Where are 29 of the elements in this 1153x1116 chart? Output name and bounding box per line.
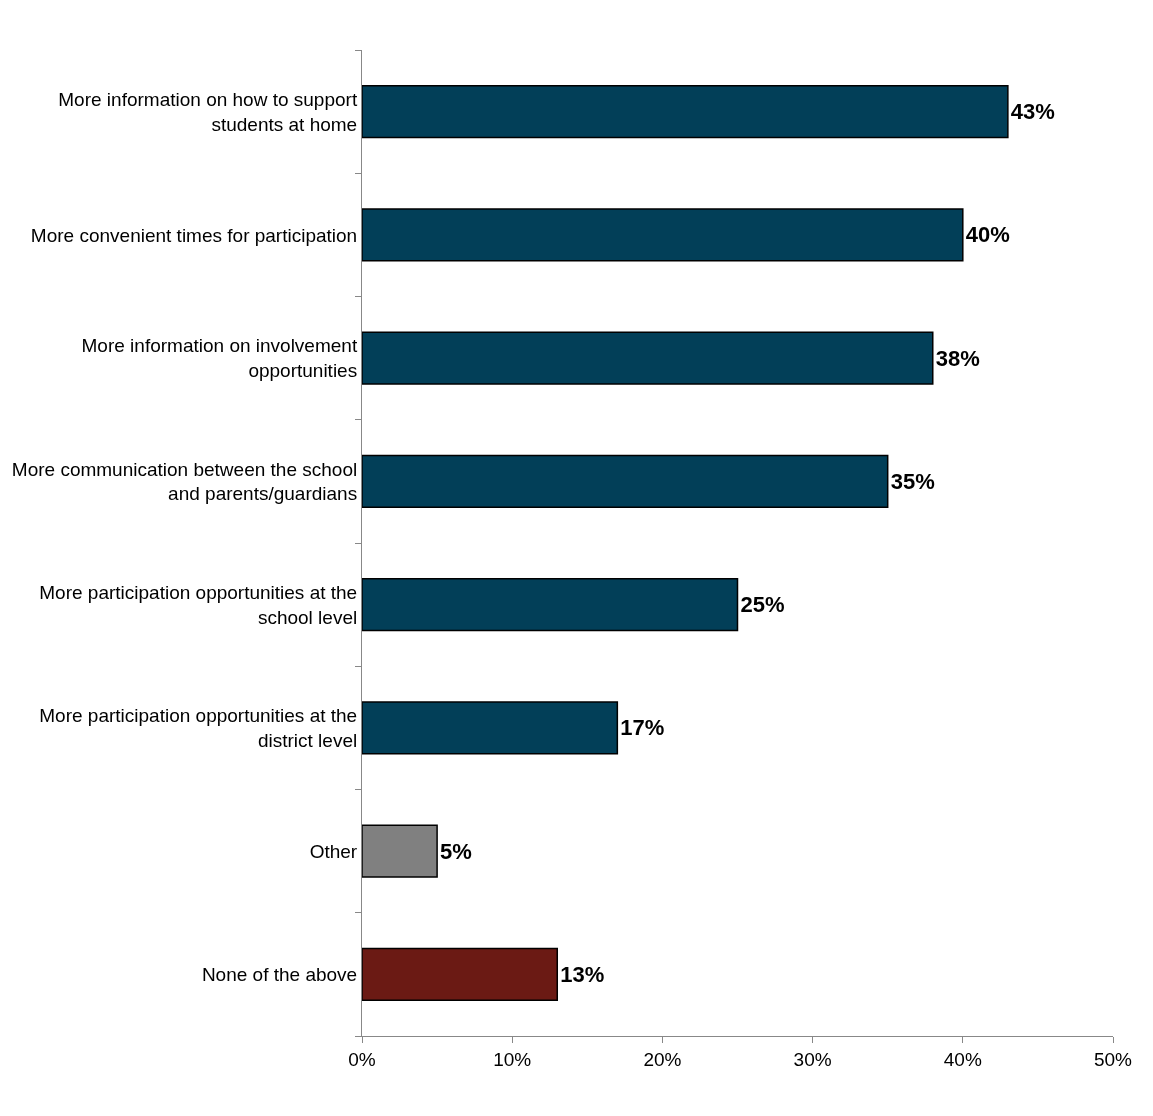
x-tick-label: 0% (348, 1048, 376, 1070)
bar (362, 701, 619, 755)
y-tick-label: More convenient times for participation (30, 224, 358, 246)
bar (362, 947, 559, 1002)
bar (362, 454, 889, 509)
data-label: 43% (1010, 99, 1055, 125)
y-tick-label: More information on how to support students at home (58, 88, 358, 135)
y-tick-label: More participation opportunities at the district level (39, 705, 358, 751)
y-tick-label: More information on involvement opportunities (81, 335, 358, 382)
y-tick-label: Other (309, 840, 358, 862)
x-tick-label: 40% (943, 1048, 982, 1070)
x-tick-label: 50% (1093, 1048, 1133, 1070)
data-label: 5% (440, 838, 472, 864)
x-tick-label: 10% (493, 1048, 532, 1070)
data-label: 25% (740, 592, 785, 618)
bar (362, 84, 1009, 139)
y-tick-label: None of the above (201, 964, 358, 986)
data-label: 40% (965, 222, 1010, 248)
data-label: 35% (890, 468, 935, 494)
data-label: 38% (935, 345, 980, 371)
bar (362, 577, 739, 632)
x-tick-label: 30% (793, 1048, 832, 1070)
data-label: 17% (620, 715, 665, 741)
bar (362, 331, 934, 385)
data-label: 13% (560, 961, 605, 987)
y-tick-label: More participation opportunities at the school level (39, 581, 358, 628)
x-tick-label: 20% (643, 1048, 682, 1070)
bar (362, 208, 964, 262)
y-tick-label: More communication between the school and parents/guardians (11, 458, 358, 505)
